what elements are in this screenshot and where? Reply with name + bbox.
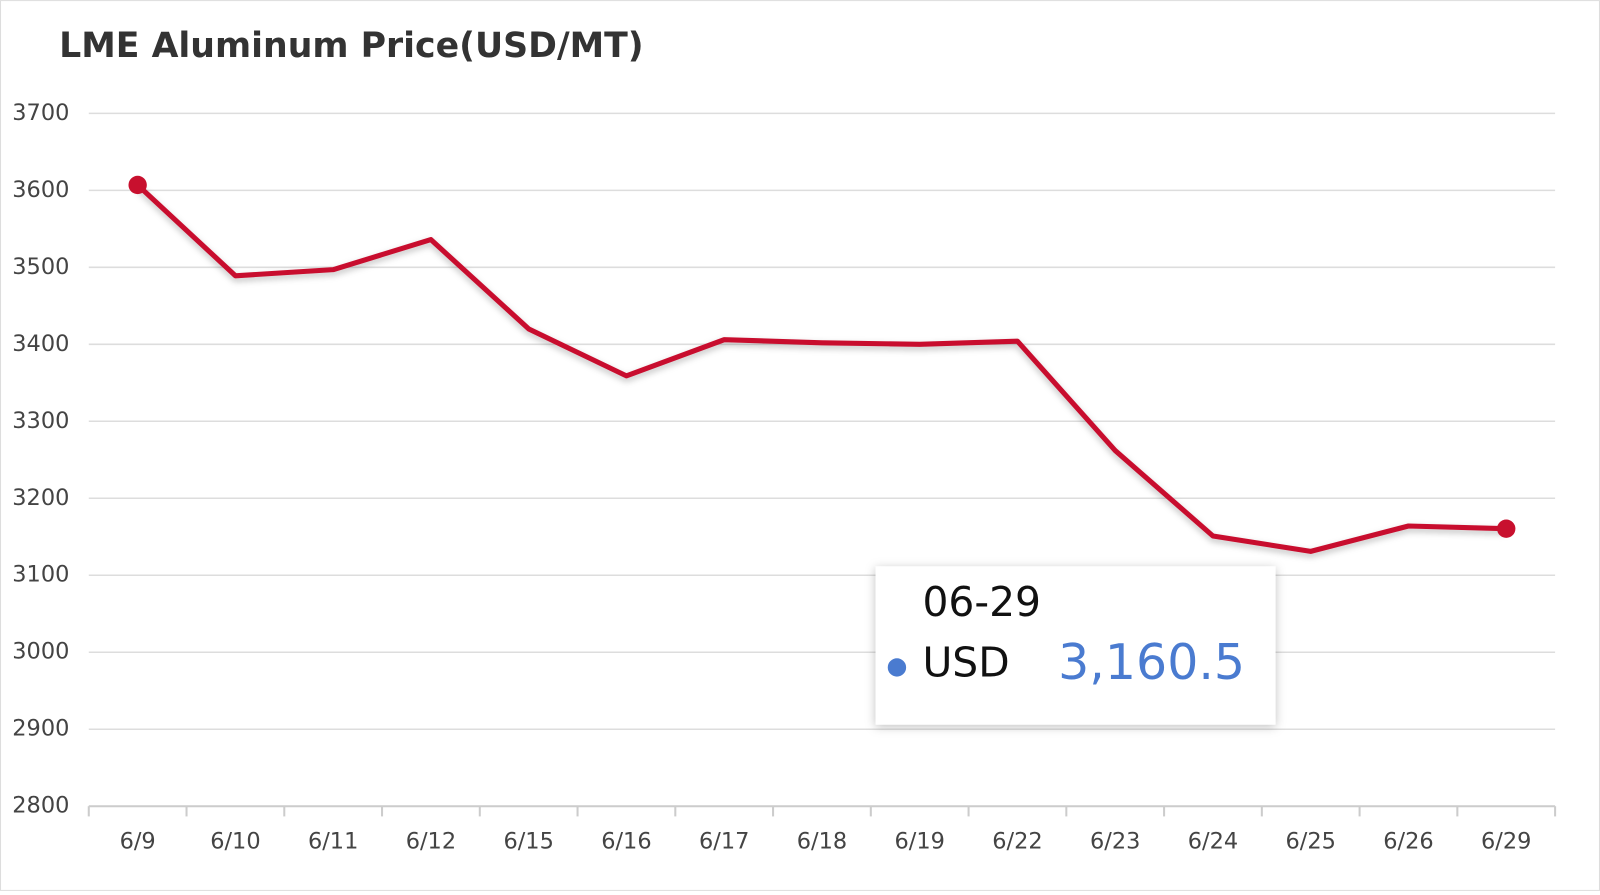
x-tick-label: 6/15 bbox=[503, 828, 553, 854]
tooltip-content: 06-29 USD 3,160.5 bbox=[887, 578, 1245, 691]
tooltip-title: 06-29 bbox=[922, 578, 1041, 626]
plot: 2800 2900 3000 3100 3200 3300 3400 3500 3600 3700… bbox=[12, 100, 1557, 854]
x-tick-label: 6/9 bbox=[120, 828, 156, 854]
line bbox=[135, 183, 1507, 554]
end-point bbox=[128, 175, 147, 195]
tooltip-box bbox=[875, 566, 1276, 725]
chart-title: LME Aluminum Price(USD/MT) bbox=[59, 26, 643, 66]
y-tick-label: 3600 bbox=[12, 177, 69, 203]
y-tick-label: 3100 bbox=[12, 562, 69, 588]
x-tick-label: 6/19 bbox=[894, 828, 944, 854]
tooltip-value: 3,160.5 bbox=[1058, 634, 1245, 691]
x-tick-label: 6/16 bbox=[601, 828, 651, 854]
x-tick-label: 6/25 bbox=[1286, 828, 1336, 854]
y-tick-label: 3700 bbox=[12, 100, 69, 126]
x-tick-label: 6/11 bbox=[308, 828, 358, 854]
tooltip bbox=[875, 566, 1276, 725]
x-tick-label: 6/17 bbox=[699, 828, 749, 854]
y-tick-label: 3200 bbox=[12, 485, 69, 511]
y-tick-label: 3300 bbox=[12, 408, 69, 434]
y-tick-label: 2900 bbox=[12, 716, 69, 742]
x-tick-label: 6/29 bbox=[1481, 828, 1531, 854]
x-tick-label: 6/26 bbox=[1383, 828, 1433, 854]
x-tick-label: 6/12 bbox=[406, 828, 456, 854]
x-tick-label: 6/22 bbox=[992, 828, 1042, 854]
y-tick-label: 3000 bbox=[12, 639, 69, 665]
x-tick-label: 6/10 bbox=[210, 828, 260, 854]
x-tick-label: 6/23 bbox=[1090, 828, 1140, 854]
y-tick-label: 3400 bbox=[12, 331, 69, 357]
x-tick-label: 6/24 bbox=[1188, 828, 1238, 854]
end-point bbox=[1497, 519, 1516, 538]
y-tick-label: 2800 bbox=[12, 793, 69, 819]
x-tick-label: 6/18 bbox=[797, 828, 847, 854]
y-tick-label: 3500 bbox=[12, 254, 69, 280]
tooltip-series: USD bbox=[922, 638, 1009, 686]
tooltip-dot bbox=[887, 658, 907, 677]
